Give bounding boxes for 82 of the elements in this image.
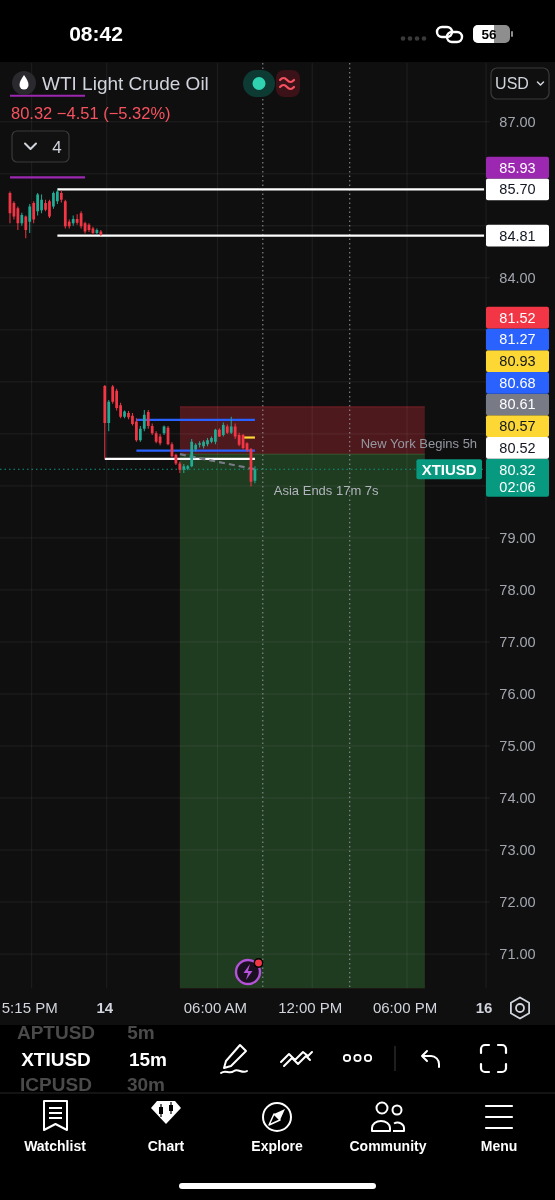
annotation: New York Begins 5h (360, 436, 478, 452)
text: 02:06 (499, 478, 536, 495)
candlestick (20, 212, 24, 226)
text: 5m (127, 1022, 155, 1043)
candlestick (150, 423, 154, 435)
data-label: 84.81 (499, 227, 536, 244)
text: Chart (147, 1138, 185, 1154)
text: 80.57 (499, 418, 536, 435)
candlestick (198, 441, 201, 448)
y-tick-label: 71.00 (499, 946, 536, 963)
candlestick (206, 438, 209, 447)
x-tick-label: 06:00 PM (372, 999, 438, 1016)
text: 85.93 (499, 159, 536, 176)
y-tick-label: 87.00 (499, 113, 536, 130)
y-tick-label: 78.00 (499, 581, 536, 598)
candlestick (36, 193, 40, 216)
candlestick (71, 215, 75, 226)
candlestick (217, 428, 221, 438)
candlestick (32, 201, 36, 224)
y-tick-label: 79.00 (499, 529, 536, 546)
candlestick (178, 461, 182, 473)
candlestick (123, 410, 126, 419)
text: XTIUSD (21, 1049, 91, 1070)
candlestick (138, 426, 142, 442)
text: 80.68 (499, 374, 536, 391)
text: 15m (128, 1049, 168, 1070)
text: Community (349, 1138, 427, 1154)
y-tick-label: 74.00 (499, 790, 536, 807)
candlestick (52, 191, 55, 209)
candlestick (75, 214, 79, 225)
candlestick (142, 409, 146, 432)
candlestick (186, 465, 190, 471)
candlestick (48, 199, 51, 219)
candlestick (99, 229, 103, 236)
ref-line-label: 80.32 (499, 461, 536, 478)
candlestick (214, 428, 217, 445)
candlestick (225, 424, 229, 434)
text: Watchlist (24, 1138, 87, 1154)
candlestick (202, 440, 205, 449)
candlestick (40, 194, 43, 214)
x-tick-label: 16 (475, 999, 493, 1016)
text: 80.32 −4.51 (−5.32%) (11, 104, 171, 122)
annotation: Asia Ends 17m 7s (273, 483, 380, 499)
text: WTI Light Crude Oil (42, 73, 209, 94)
y-tick-label: 72.00 (499, 894, 536, 911)
text: 30m (126, 1074, 166, 1095)
x-tick-label: 14 (96, 999, 114, 1016)
candlestick (182, 464, 186, 473)
candlestick (24, 215, 28, 239)
candlestick (103, 384, 107, 459)
y-tick-label: 73.00 (499, 842, 536, 859)
y-tick-label: 75.00 (499, 738, 536, 754)
text: ICPUSD (20, 1074, 92, 1095)
candlestick (146, 409, 150, 429)
candlestick (59, 190, 63, 203)
text: USD (495, 75, 529, 92)
text: 08:42 (69, 22, 123, 45)
annotation: 4 (52, 137, 62, 157)
text: 80.52 (499, 439, 536, 456)
candlestick (190, 439, 194, 468)
text: 81.52 (499, 309, 536, 326)
x-tick-label: 06:00 AM (183, 999, 248, 1016)
y-tick-label: 77.00 (499, 633, 536, 650)
candlestick (63, 199, 67, 229)
text: APTUSD (16, 1022, 96, 1043)
text: Menu (480, 1138, 518, 1154)
text: 80.93 (499, 353, 536, 370)
data-label: 85.70 (499, 181, 536, 198)
candlestick (221, 422, 225, 437)
candlestick (229, 416, 233, 434)
candlestick (154, 431, 158, 444)
y-tick-label: 84.00 (499, 269, 536, 286)
annotation: XTIUSD (421, 460, 477, 478)
text: Explore (251, 1138, 303, 1154)
text: 81.27 (499, 331, 536, 348)
x-tick-label: 5:15 PM (1, 999, 58, 1016)
candlestick (28, 203, 32, 234)
text: 80.61 (499, 396, 536, 413)
text: 56 (481, 26, 497, 42)
candlestick (107, 400, 111, 432)
y-tick-label: 76.00 (499, 685, 536, 702)
x-tick-label: 12:00 PM (278, 999, 343, 1016)
